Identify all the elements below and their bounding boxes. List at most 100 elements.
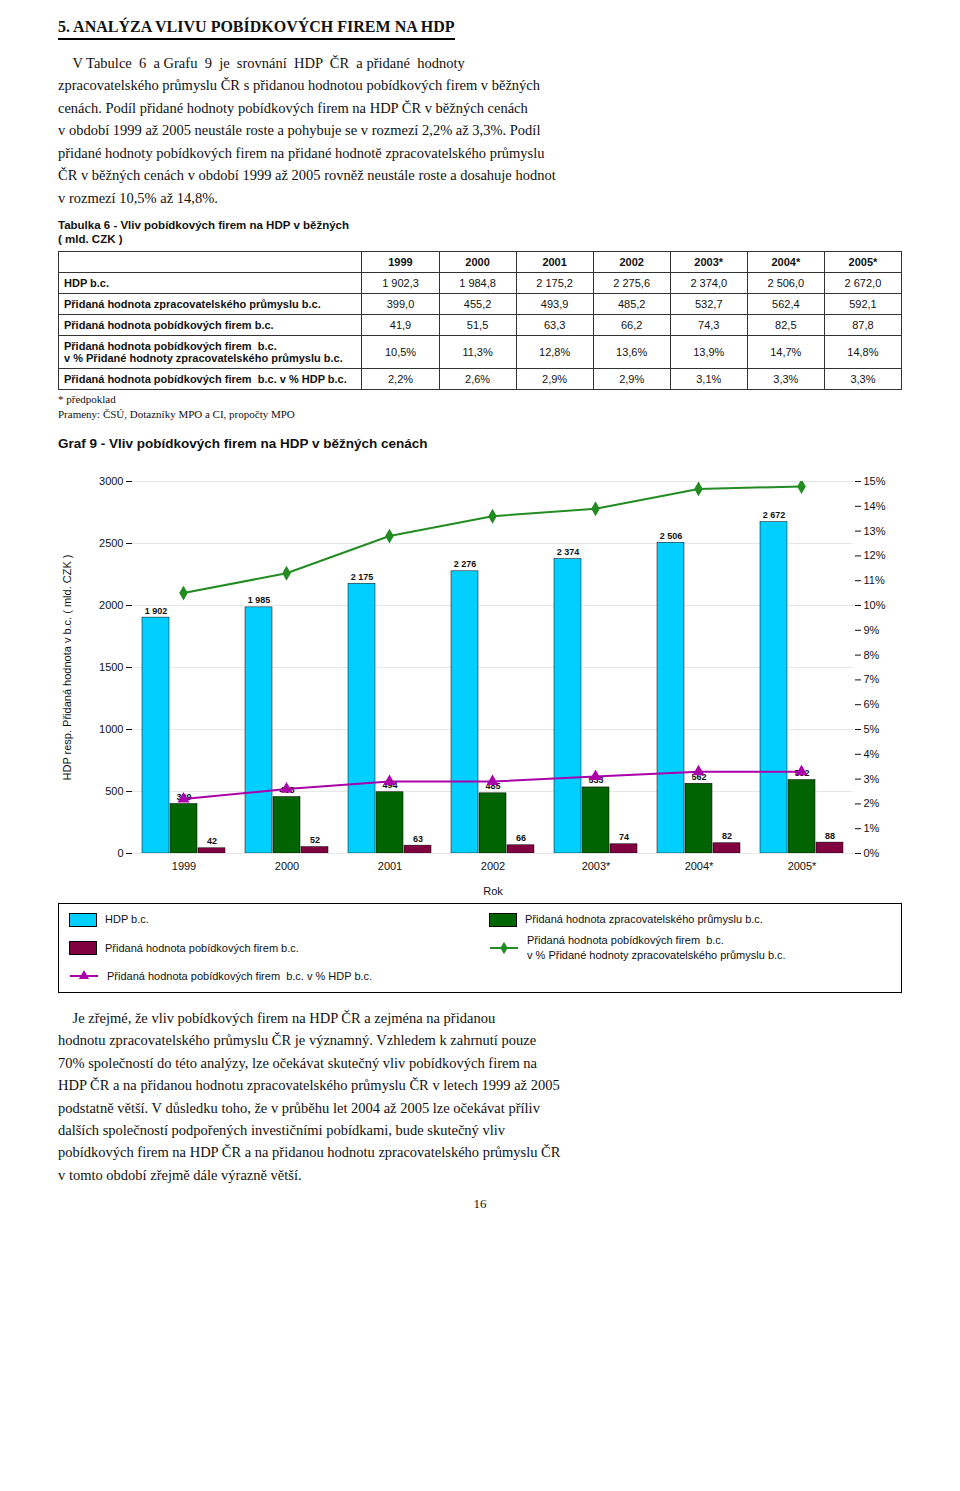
svg-text:88: 88 [825,831,835,841]
html-text:2 374,0: 2 374,0 [690,277,728,290]
svg-text:11%: 11% [864,575,885,587]
html-text:2004*: 2004* [771,256,801,269]
svg-text:74: 74 [619,832,629,842]
html-text:2,2%: 2,2% [388,373,413,386]
html-text:11,3%: 11,3% [462,346,493,359]
html-text:493,9: 493,9 [540,298,569,311]
html-text:1 902,3: 1 902,3 [382,277,419,290]
html-text:14,7%: 14,7% [770,346,802,359]
svg-text:1 902: 1 902 [145,606,168,616]
svg-text:2001: 2001 [378,861,402,873]
svg-text:2 374: 2 374 [557,547,580,557]
svg-text:5%: 5% [864,723,880,735]
svg-text:52: 52 [310,835,320,845]
html-text:12,8%: 12,8% [539,346,571,359]
html-text:2002: 2002 [619,256,644,269]
html-text:( mld. CZK ): ( mld. CZK ) [58,233,123,246]
html-text:2001: 2001 [542,256,567,269]
html-text:13,6%: 13,6% [616,346,648,359]
svg-text:3%: 3% [864,773,880,785]
html-text:Přidaná hodnota pobídkových fi: Přidaná hodnota pobídkových firem b.c. v… [527,934,786,961]
svg-text:63: 63 [413,834,423,844]
svg-text:2 175: 2 175 [351,572,374,582]
html-text:74,3: 74,3 [698,319,720,332]
svg-text:15%: 15% [864,475,886,487]
html-text:HDP b.c.: HDP b.c. [64,277,109,290]
html-text:Graf 9 - Vliv pobídkových fire: Graf 9 - Vliv pobídkových firem na HDP v… [58,436,428,452]
svg-text:82: 82 [722,831,732,841]
svg-text:HDP resp. Přidaná hodnota v b.: HDP resp. Přidaná hodnota v b.c. ( mld. … [61,555,73,781]
html-text:Tabulka 6 - Vliv pobídkových f: Tabulka 6 - Vliv pobídkových firem na HD… [58,219,349,232]
svg-text:6%: 6% [864,699,880,711]
svg-text:2 672: 2 672 [763,510,786,520]
html-text:Je zřejmé, že vliv pobídkových: Je zřejmé, že vliv pobídkových firem na … [58,1009,561,1183]
html-text:13,9%: 13,9% [693,346,725,359]
html-text:3,1%: 3,1% [696,373,722,386]
html-text:51,5: 51,5 [466,319,489,332]
svg-text:14%: 14% [864,500,886,512]
html-text:2 175,2: 2 175,2 [536,277,573,290]
html-text:2000: 2000 [465,256,490,269]
html-text:Přidaná hodnota pobídkových fi: Přidaná hodnota pobídkových firem b.c. v… [64,340,343,365]
svg-text:66: 66 [516,833,526,843]
html-text:5. ANALÝZA VLIVU POBÍDKOVÝCH F: 5. ANALÝZA VLIVU POBÍDKOVÝCH FIREM NA HD… [58,18,455,35]
svg-text:4%: 4% [864,748,880,760]
svg-text:0%: 0% [864,847,880,859]
html-text:1 984,8: 1 984,8 [459,277,496,290]
html-text:10,5%: 10,5% [384,346,417,359]
html-text:Přidaná hodnota zpracovatelské: Přidaná hodnota zpracovatelského průmysl… [64,298,321,311]
html-text:82,5: 82,5 [775,319,797,332]
html-text:485,2: 485,2 [617,298,646,311]
svg-text:2002: 2002 [481,861,505,873]
html-text:2,6%: 2,6% [465,373,491,386]
svg-text:1999: 1999 [172,861,196,873]
svg-text:2500: 2500 [99,537,123,549]
html-text:2,9%: 2,9% [542,373,568,386]
svg-text:2 276: 2 276 [454,559,477,569]
svg-text:1 985: 1 985 [248,596,271,606]
svg-text:13%: 13% [864,525,886,537]
svg-text:12%: 12% [864,550,886,562]
html-text:2 672,0: 2 672,0 [844,277,882,290]
html-text:66,2: 66,2 [621,319,643,332]
svg-text:42: 42 [207,836,217,846]
svg-text:9%: 9% [864,624,880,636]
html-text:399,0: 399,0 [386,298,415,311]
html-text:41,9: 41,9 [389,319,412,332]
html-text:Přidaná hodnota pobídkových fi: Přidaná hodnota pobídkových firem b.c. [64,319,274,332]
html-text:1999: 1999 [388,256,413,269]
svg-text:3000: 3000 [99,475,123,487]
svg-text:8%: 8% [864,649,880,661]
html-text:2003*: 2003* [694,256,724,269]
svg-text:2000: 2000 [99,599,123,611]
svg-text:2004*: 2004* [685,861,714,873]
svg-text:1500: 1500 [99,661,123,673]
svg-text:2 506: 2 506 [660,531,683,541]
svg-text:1000: 1000 [99,723,123,735]
html-text:2005*: 2005* [848,256,878,269]
svg-text:7%: 7% [864,674,880,686]
svg-text:2%: 2% [864,798,880,810]
html-text:532,7: 532,7 [695,298,723,311]
html-text:Přidaná hodnota pobídkových fi: Přidaná hodnota pobídkových firem b.c. v… [64,373,347,386]
svg-text:2003*: 2003* [582,861,611,873]
svg-text:10%: 10% [864,599,886,611]
html-text:562,4: 562,4 [772,298,800,311]
html-text:63,3: 63,3 [543,319,566,332]
svg-text:399: 399 [176,792,191,802]
svg-text:500: 500 [105,785,123,797]
html-text:455,2: 455,2 [463,298,492,311]
html-text:2 275,6: 2 275,6 [613,277,650,290]
svg-text:0: 0 [117,847,123,859]
html-text:V Tabulce 6 a Grafu 9 je srovn: V Tabulce 6 a Grafu 9 je srovnání HDP ČR… [58,55,556,206]
html-text:2 506,0: 2 506,0 [767,277,805,290]
html-text:87,8: 87,8 [852,319,874,332]
html-text:592,1: 592,1 [849,298,877,311]
svg-text:1%: 1% [864,823,880,835]
svg-text:2000: 2000 [275,861,299,873]
svg-text:2005*: 2005* [788,861,817,873]
html-text:14,8%: 14,8% [847,346,879,359]
html-text:16: 16 [473,1196,487,1212]
svg-text:Rok: Rok [483,885,503,897]
html-text:2,9%: 2,9% [619,373,645,386]
